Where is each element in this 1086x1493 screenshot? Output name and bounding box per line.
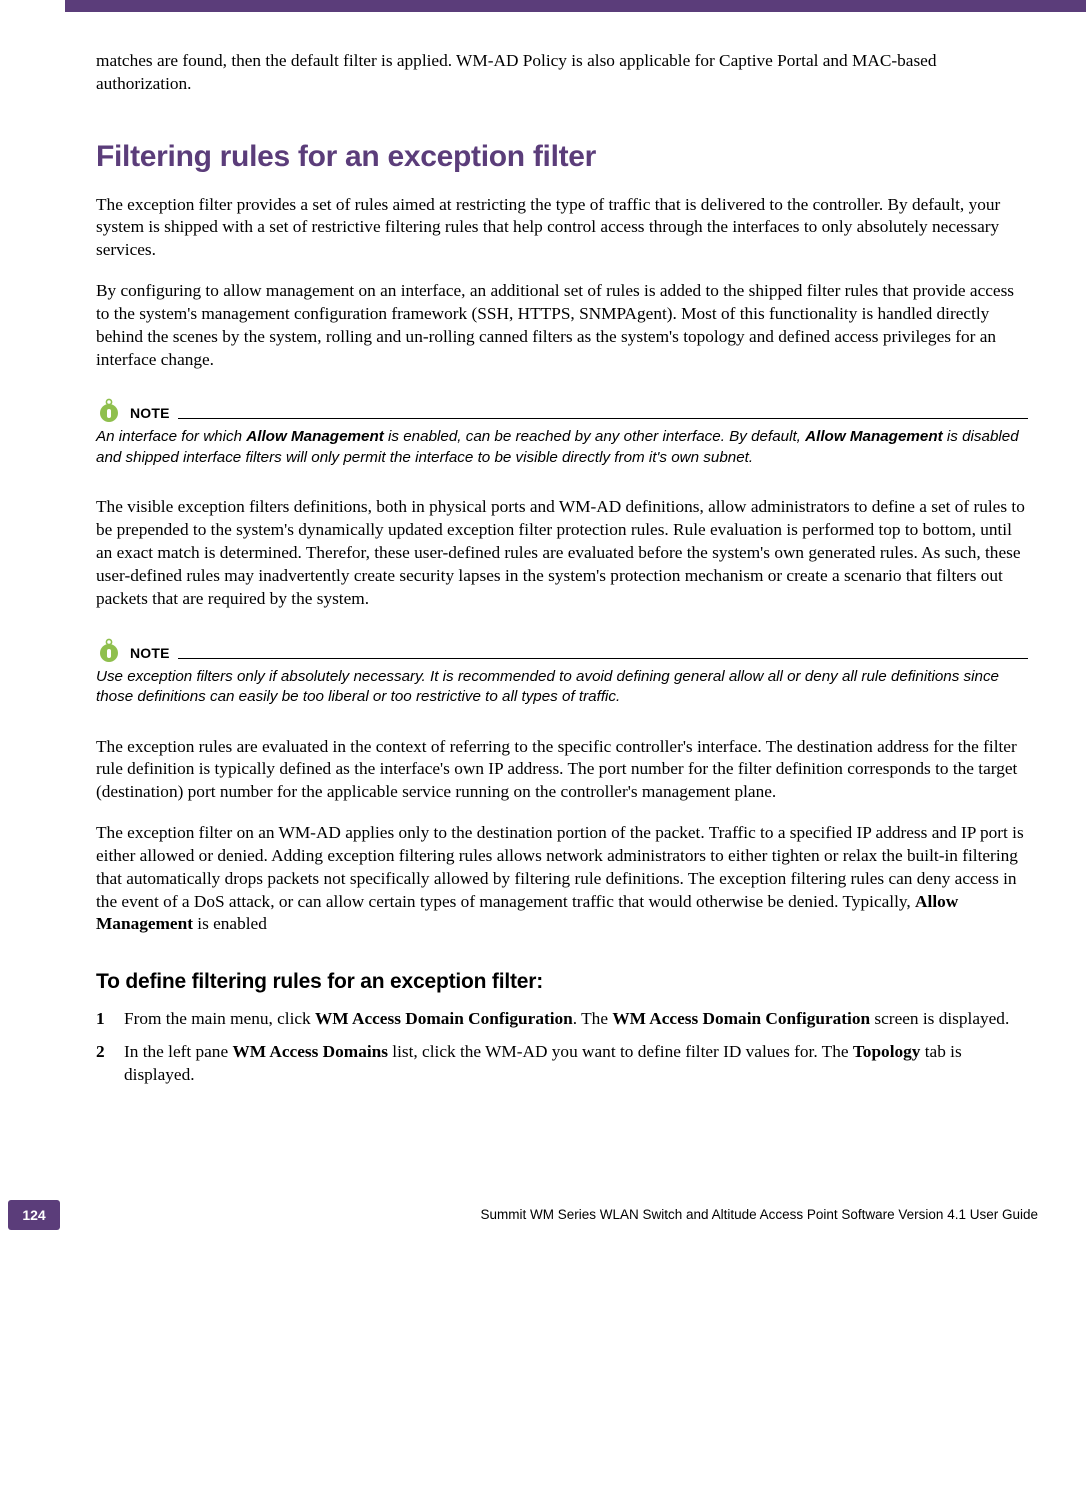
note-header: NOTE bbox=[96, 637, 1028, 663]
paragraph: The exception rules are evaluated in the… bbox=[96, 736, 1028, 804]
text: From the main menu, click bbox=[124, 1009, 315, 1028]
bold: Allow Management bbox=[246, 428, 384, 445]
text: screen is displayed. bbox=[870, 1009, 1009, 1028]
info-icon bbox=[96, 397, 122, 423]
bold: Topology bbox=[853, 1042, 921, 1061]
bold: WM Access Domain Configuration bbox=[612, 1009, 870, 1028]
footer-title: Summit WM Series WLAN Switch and Altitud… bbox=[60, 1207, 1086, 1222]
intro-continuation: matches are found, then the default filt… bbox=[96, 50, 1028, 96]
note-rule bbox=[178, 658, 1028, 659]
text: The exception filter on an WM-AD applies… bbox=[96, 823, 1024, 910]
bold: Allow Management bbox=[805, 428, 943, 445]
procedure-heading: To define filtering rules for an excepti… bbox=[96, 970, 1028, 994]
info-icon bbox=[96, 637, 122, 663]
text: list, click the WM-AD you want to define… bbox=[388, 1042, 853, 1061]
note-label: NOTE bbox=[130, 405, 170, 423]
text: is enabled, can be reached by any other … bbox=[384, 428, 805, 445]
page-number: 124 bbox=[8, 1200, 60, 1230]
note-callout: NOTE Use exception filters only if absol… bbox=[96, 637, 1028, 708]
paragraph: The exception filter on an WM-AD applies… bbox=[96, 822, 1028, 936]
note-header: NOTE bbox=[96, 397, 1028, 423]
note-text: Use exception filters only if absolutely… bbox=[96, 667, 1028, 708]
bold: WM Access Domains bbox=[232, 1042, 388, 1061]
step-item: In the left pane WM Access Domains list,… bbox=[96, 1041, 1028, 1087]
step-list: From the main menu, click WM Access Doma… bbox=[96, 1008, 1028, 1086]
header-rule bbox=[65, 0, 1086, 12]
paragraph: The exception filter provides a set of r… bbox=[96, 194, 1028, 262]
note-callout: NOTE An interface for which Allow Manage… bbox=[96, 397, 1028, 468]
text: In the left pane bbox=[124, 1042, 232, 1061]
bold: WM Access Domain Configuration bbox=[315, 1009, 573, 1028]
text: is enabled bbox=[193, 914, 267, 933]
page-footer: 124 Summit WM Series WLAN Switch and Alt… bbox=[0, 1197, 1086, 1233]
section-heading: Filtering rules for an exception filter bbox=[96, 140, 1028, 174]
page-body: matches are found, then the default filt… bbox=[0, 12, 1086, 1087]
paragraph: The visible exception filters definition… bbox=[96, 496, 1028, 610]
note-label: NOTE bbox=[130, 645, 170, 663]
step-item: From the main menu, click WM Access Doma… bbox=[96, 1008, 1028, 1031]
note-text: An interface for which Allow Management … bbox=[96, 427, 1028, 468]
text: . The bbox=[573, 1009, 613, 1028]
note-rule bbox=[178, 418, 1028, 419]
text: An interface for which bbox=[96, 428, 246, 445]
paragraph: By configuring to allow management on an… bbox=[96, 280, 1028, 371]
